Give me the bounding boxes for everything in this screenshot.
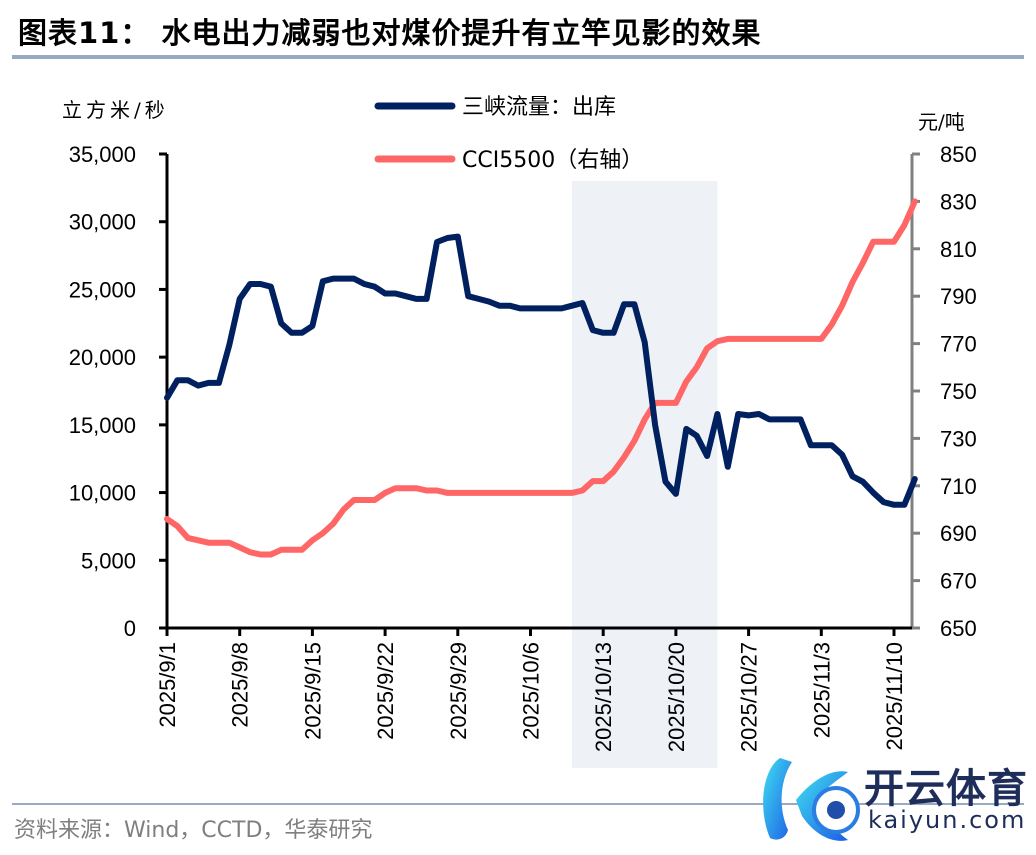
series-line-cci5500 [164,198,918,558]
left-axis-tick-label: 15,000 [69,413,136,438]
x-axis-tick-label: 2025/9/1 [155,642,180,728]
x-axis-tick-label: 2025/11/3 [809,642,834,738]
left-axis-tick-label: 10,000 [69,481,136,506]
right-axis-unit: 元/吨 [918,110,965,134]
left-axis-tick-label: 0 [124,616,136,641]
title-divider [12,55,1024,59]
left-axis-tick-label: 25,000 [69,277,136,302]
right-axis-tick-label: 770 [940,332,977,357]
left-axis-unit: 立方米/秒 [62,98,169,122]
right-axis-tick-label: 730 [940,426,977,451]
x-axis-tick-label: 2025/11/10 [882,642,907,750]
right-y-axis: 650 670 690 710 730 750 770 790 810 830 850 [910,142,977,641]
source-note: 资料来源：Wind，CCTD，华泰研究 [14,818,373,843]
x-axis-tick-label: 2025/10/27 [737,642,762,752]
right-axis-tick-label: 750 [940,379,977,404]
x-axis-tick-label: 2025/9/8 [228,642,253,728]
x-axis-tick-label: 2025/10/6 [519,642,544,740]
right-axis-tick-label: 830 [940,189,977,214]
right-axis-tick-label: 850 [940,142,977,167]
right-axis-tick-label: 690 [940,521,977,546]
line-chart: 0 5,000 10,000 15,000 20,000 25,000 30,000 35,0… [69,95,977,768]
x-axis: 2025/9/1 2025/9/8 2025/9/15 2025/9/22 2025/9… [155,626,912,752]
x-axis-tick-label: 2025/10/13 [591,642,616,752]
legend-label-flow: 三峡流量：出库 [462,95,616,120]
series-line-three-gorges-outflow [164,233,918,508]
watermark-text-en: kaiyun.com [868,806,1027,834]
x-axis-tick-label: 2025/9/15 [300,642,325,740]
x-axis-tick-label: 2025/9/29 [446,642,471,740]
right-axis-tick-label: 810 [940,237,977,262]
left-axis-tick-label: 30,000 [69,210,136,235]
right-axis-tick-label: 710 [940,474,977,499]
right-axis-tick-label: 670 [940,569,977,594]
x-axis-tick-label: 2025/9/22 [373,642,398,740]
right-axis-tick-label: 650 [940,616,977,641]
kaiyun-logo-icon [763,758,860,841]
chart-title: 图表11： 水电出力减弱也对煤价提升有立竿见影的效果 [18,16,762,50]
footer-divider [12,803,1024,805]
watermark-text-cn: 开云体育 [864,766,1028,812]
right-axis-tick-label: 790 [940,284,977,309]
left-axis-tick-label: 20,000 [69,345,136,370]
x-axis-tick-label: 2025/10/20 [664,642,689,752]
left-axis-tick-label: 35,000 [69,142,136,167]
highlight-shaded-region [572,181,718,768]
legend-label-price: CCI5500（右轴） [462,148,643,173]
left-axis-tick-label: 5,000 [81,548,136,573]
watermark-logo: 开云体育 kaiyun.com [752,750,1032,850]
legend: 三峡流量：出库 CCI5500（右轴） [374,95,643,173]
left-y-axis: 0 5,000 10,000 15,000 20,000 25,000 30,000 35,0… [69,142,169,641]
